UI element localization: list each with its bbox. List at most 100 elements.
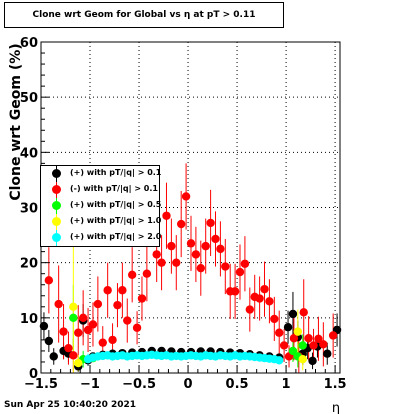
data-point — [298, 341, 307, 350]
data-point — [157, 258, 166, 267]
data-point — [118, 286, 127, 295]
data-point — [69, 313, 78, 323]
data-point — [59, 327, 68, 336]
data-point — [299, 308, 308, 317]
data-point — [270, 314, 279, 324]
y-tick-label: 40 — [20, 146, 38, 161]
data-point — [235, 267, 245, 277]
data-point — [181, 192, 191, 201]
data-point — [98, 338, 107, 347]
y-tick-label: 0 — [29, 367, 38, 382]
data-point — [288, 309, 298, 319]
data-point — [152, 250, 161, 259]
data-point — [196, 263, 205, 273]
legend-marker — [52, 185, 61, 194]
data-point — [176, 219, 186, 229]
data-point — [69, 351, 78, 360]
data-point — [240, 259, 250, 268]
legend-entry: (+) with pT/|q| > 1.0 — [41, 214, 161, 230]
data-point — [221, 262, 230, 271]
x-tick-label: 0 — [184, 377, 193, 392]
legend-marker — [52, 233, 61, 242]
data-point — [275, 356, 284, 365]
data-point — [69, 302, 78, 311]
x-tick-label: 0.5 — [226, 377, 249, 392]
data-point — [44, 276, 54, 285]
data-point — [255, 294, 264, 303]
legend-label: (-) with pT/|q| > 0.1 — [70, 184, 158, 193]
data-point — [78, 313, 88, 323]
data-point — [64, 343, 73, 353]
data-point — [309, 341, 318, 350]
y-tick-label: 30 — [20, 202, 38, 217]
data-points — [39, 192, 342, 371]
data-point — [289, 334, 299, 343]
title-box: Clone wrt Geom for Global vs η at pT > 0… — [4, 2, 284, 28]
data-point — [137, 294, 147, 303]
data-point — [245, 305, 255, 314]
data-point — [279, 341, 289, 350]
data-point — [298, 355, 307, 364]
data-point — [127, 270, 137, 280]
data-point — [39, 321, 49, 331]
data-point — [308, 356, 317, 366]
legend-label: (+) with pT/|q| > 2.0 — [70, 232, 162, 241]
x-tick-label: −0.5 — [122, 377, 156, 392]
y-tick-label: 50 — [20, 91, 38, 106]
data-point — [265, 297, 274, 306]
data-point — [230, 287, 240, 296]
legend-label: (+) with pT/|q| > 0.1 — [70, 168, 162, 177]
legend: (+) with pT/|q| > 0.1 (-) with pT/|q| > 0… — [40, 165, 162, 247]
data-point — [103, 286, 112, 295]
data-point — [283, 323, 293, 332]
data-point — [201, 241, 210, 251]
data-point — [293, 327, 303, 336]
legend-entry: (+) with pT/|q| > 2.0 — [41, 230, 162, 246]
data-point — [167, 241, 176, 251]
y-tick-label: 20 — [20, 257, 38, 272]
data-point — [172, 258, 181, 267]
data-point — [323, 349, 332, 358]
data-point — [314, 334, 323, 343]
data-point — [132, 323, 142, 332]
legend-entry: (-) with pT/|q| > 0.1 — [41, 182, 159, 198]
data-point — [162, 211, 171, 220]
data-point — [275, 328, 284, 337]
y-axis-label: Clone wrt Geom (%) — [8, 43, 24, 200]
data-point — [216, 244, 225, 254]
legend-entry: (+) with pT/|q| > 0.1 — [41, 166, 162, 182]
x-tick-label: −1.5 — [24, 377, 58, 392]
data-point — [123, 316, 132, 325]
y-tick-label: 60 — [20, 36, 38, 51]
x-tick-label: 1.5 — [324, 377, 347, 392]
y-tick-label: 10 — [20, 312, 38, 327]
legend-label: (+) with pT/|q| > 0.5 — [70, 200, 162, 209]
data-point — [328, 331, 338, 340]
axis-tick-labels: −1.5 −1 −0.5 0 0.5 1 1.5 0 10 20 30 40 50 60 — [20, 36, 347, 392]
data-point — [74, 358, 83, 368]
data-point — [304, 334, 313, 343]
x-tick-label: 1 — [282, 377, 291, 392]
data-point — [206, 218, 215, 228]
chart-title: Clone wrt Geom for Global vs η at pT > 0… — [32, 10, 256, 20]
data-point — [113, 300, 122, 310]
data-point — [49, 352, 58, 361]
data-point — [108, 335, 117, 345]
data-point — [74, 328, 83, 337]
data-point — [191, 250, 201, 259]
x-tick-label: −1 — [80, 377, 100, 392]
data-point — [211, 234, 220, 244]
data-point — [88, 320, 98, 329]
legend-entry: (+) with pT/|q| > 0.5 — [41, 198, 162, 214]
data-point — [319, 340, 328, 349]
x-axis-label: η — [332, 401, 340, 414]
data-point — [44, 336, 54, 346]
legend-marker — [52, 217, 61, 226]
legend-marker — [52, 201, 61, 210]
data-point — [54, 299, 63, 309]
data-point — [260, 284, 269, 294]
timestamp: Sun Apr 25 10:40:20 2021 — [4, 400, 137, 410]
data-point — [93, 299, 103, 309]
data-point — [288, 346, 298, 356]
